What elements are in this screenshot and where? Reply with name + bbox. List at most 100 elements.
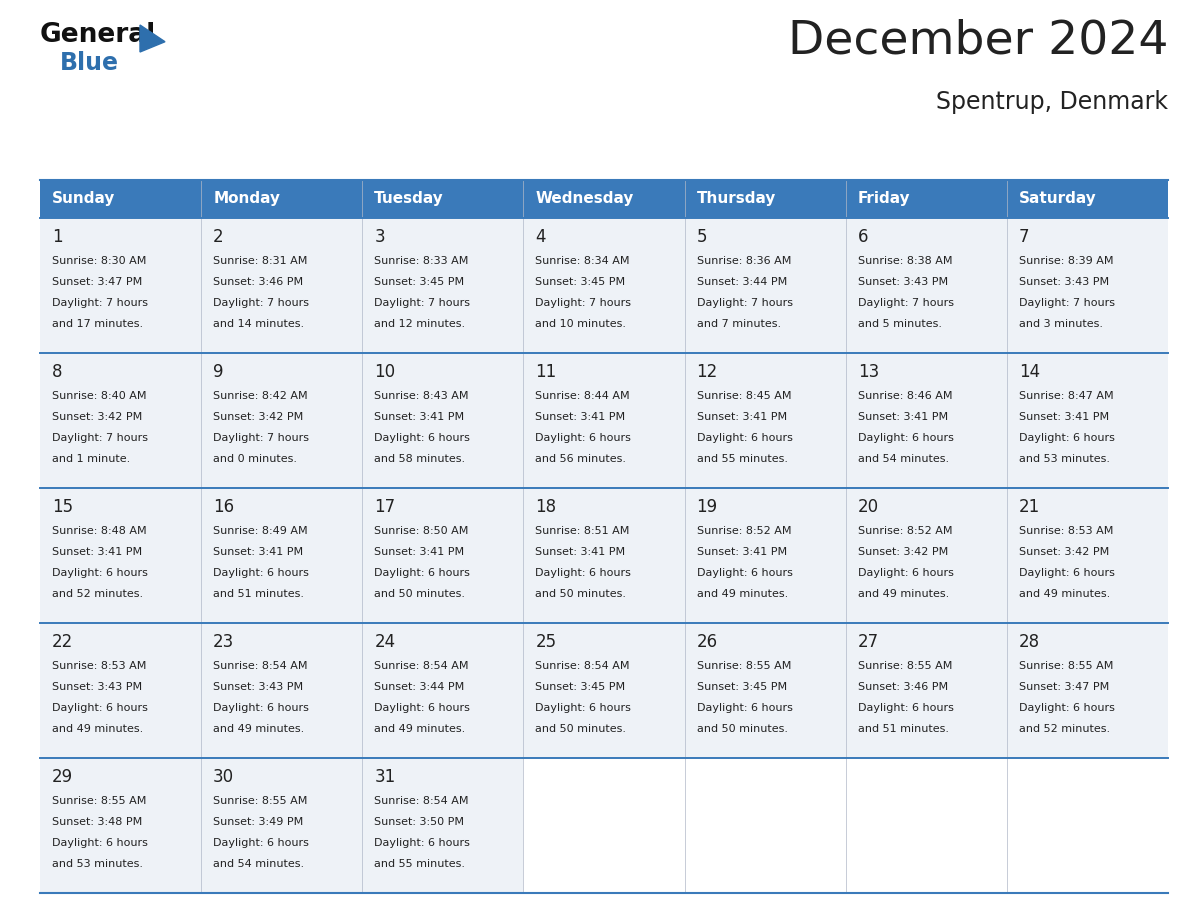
Text: 29: 29 [52,768,74,786]
Text: Sunrise: 8:49 AM: Sunrise: 8:49 AM [213,526,308,536]
Text: Daylight: 6 hours: Daylight: 6 hours [374,568,470,578]
Text: Sunrise: 8:30 AM: Sunrise: 8:30 AM [52,256,146,266]
Text: Sunset: 3:46 PM: Sunset: 3:46 PM [213,277,303,287]
Text: Sunset: 3:41 PM: Sunset: 3:41 PM [374,412,465,422]
Text: and 53 minutes.: and 53 minutes. [52,859,143,869]
Text: Sunset: 3:43 PM: Sunset: 3:43 PM [1019,277,1108,287]
Text: 31: 31 [374,768,396,786]
Text: Sunrise: 8:54 AM: Sunrise: 8:54 AM [536,661,630,671]
Bar [362,623,524,758]
Text: and 54 minutes.: and 54 minutes. [858,454,949,464]
Text: and 50 minutes.: and 50 minutes. [696,724,788,734]
Text: 20: 20 [858,498,879,516]
Text: 15: 15 [52,498,74,516]
Text: Daylight: 6 hours: Daylight: 6 hours [536,703,631,713]
Text: Sunrise: 8:48 AM: Sunrise: 8:48 AM [52,526,146,536]
Text: Daylight: 6 hours: Daylight: 6 hours [1019,703,1114,713]
Text: Sunset: 3:44 PM: Sunset: 3:44 PM [374,682,465,692]
Text: Sunset: 3:47 PM: Sunset: 3:47 PM [1019,682,1110,692]
Text: and 49 minutes.: and 49 minutes. [374,724,466,734]
Text: Sunset: 3:41 PM: Sunset: 3:41 PM [696,547,786,557]
Text: Sunrise: 8:34 AM: Sunrise: 8:34 AM [536,256,630,266]
Text: Sunrise: 8:54 AM: Sunrise: 8:54 AM [213,661,308,671]
Text: Sunrise: 8:46 AM: Sunrise: 8:46 AM [858,391,953,401]
Text: Sunrise: 8:54 AM: Sunrise: 8:54 AM [374,661,469,671]
Text: Sunrise: 8:55 AM: Sunrise: 8:55 AM [52,796,146,806]
Text: 5: 5 [696,228,707,246]
Text: 1: 1 [52,228,63,246]
Text: General: General [40,22,157,48]
Text: Sunrise: 8:55 AM: Sunrise: 8:55 AM [213,796,308,806]
Text: Daylight: 6 hours: Daylight: 6 hours [374,838,470,848]
Text: and 10 minutes.: and 10 minutes. [536,319,626,329]
Text: Friday: Friday [858,192,910,207]
Text: and 51 minutes.: and 51 minutes. [858,724,949,734]
Text: Monday: Monday [213,192,280,207]
Text: Daylight: 6 hours: Daylight: 6 hours [52,568,147,578]
Text: Sunday: Sunday [52,192,115,207]
Text: Sunrise: 8:54 AM: Sunrise: 8:54 AM [374,796,469,806]
Text: Sunset: 3:41 PM: Sunset: 3:41 PM [536,412,626,422]
Text: and 17 minutes.: and 17 minutes. [52,319,143,329]
Bar [1007,623,1168,758]
Text: Daylight: 7 hours: Daylight: 7 hours [1019,298,1114,308]
Text: Daylight: 6 hours: Daylight: 6 hours [374,703,470,713]
Text: 7: 7 [1019,228,1029,246]
Text: 8: 8 [52,363,63,381]
Text: and 49 minutes.: and 49 minutes. [52,724,144,734]
Text: Sunrise: 8:53 AM: Sunrise: 8:53 AM [1019,526,1113,536]
Text: and 55 minutes.: and 55 minutes. [696,454,788,464]
Bar [40,623,201,758]
Text: Sunset: 3:45 PM: Sunset: 3:45 PM [536,277,626,287]
Text: 9: 9 [213,363,223,381]
Bar [1007,758,1168,893]
Text: Sunset: 3:43 PM: Sunset: 3:43 PM [213,682,303,692]
Text: Sunrise: 8:50 AM: Sunrise: 8:50 AM [374,526,468,536]
Text: Saturday: Saturday [1019,192,1097,207]
Text: Sunset: 3:45 PM: Sunset: 3:45 PM [374,277,465,287]
Text: Sunrise: 8:55 AM: Sunrise: 8:55 AM [696,661,791,671]
Text: Sunrise: 8:36 AM: Sunrise: 8:36 AM [696,256,791,266]
Text: and 49 minutes.: and 49 minutes. [858,589,949,599]
Text: and 3 minutes.: and 3 minutes. [1019,319,1102,329]
Text: 23: 23 [213,633,234,651]
Bar [40,488,201,623]
Text: 13: 13 [858,363,879,381]
Text: and 50 minutes.: and 50 minutes. [374,589,466,599]
Text: and 49 minutes.: and 49 minutes. [213,724,304,734]
Bar [846,623,1007,758]
Text: Sunrise: 8:40 AM: Sunrise: 8:40 AM [52,391,146,401]
Text: Sunrise: 8:52 AM: Sunrise: 8:52 AM [858,526,953,536]
Text: and 1 minute.: and 1 minute. [52,454,131,464]
Text: Sunset: 3:41 PM: Sunset: 3:41 PM [536,547,626,557]
Text: Daylight: 6 hours: Daylight: 6 hours [52,703,147,713]
Text: 10: 10 [374,363,396,381]
Text: and 49 minutes.: and 49 minutes. [696,589,788,599]
Bar [201,488,362,623]
Text: Sunset: 3:46 PM: Sunset: 3:46 PM [858,682,948,692]
Text: 24: 24 [374,633,396,651]
Text: 28: 28 [1019,633,1040,651]
Text: Daylight: 6 hours: Daylight: 6 hours [536,568,631,578]
Text: 14: 14 [1019,363,1040,381]
Text: Sunrise: 8:52 AM: Sunrise: 8:52 AM [696,526,791,536]
Text: Sunrise: 8:44 AM: Sunrise: 8:44 AM [536,391,630,401]
Text: Sunrise: 8:38 AM: Sunrise: 8:38 AM [858,256,953,266]
Bar [1007,353,1168,488]
Text: and 0 minutes.: and 0 minutes. [213,454,297,464]
Text: Sunrise: 8:39 AM: Sunrise: 8:39 AM [1019,256,1113,266]
Text: and 55 minutes.: and 55 minutes. [374,859,466,869]
Text: and 5 minutes.: and 5 minutes. [858,319,942,329]
Text: 16: 16 [213,498,234,516]
Bar [362,758,524,893]
Text: Daylight: 7 hours: Daylight: 7 hours [213,298,309,308]
Bar [846,758,1007,893]
Text: Sunrise: 8:55 AM: Sunrise: 8:55 AM [1019,661,1113,671]
Bar [201,758,362,893]
Text: Wednesday: Wednesday [536,192,634,207]
Text: and 58 minutes.: and 58 minutes. [374,454,466,464]
Bar [524,218,684,353]
Text: 17: 17 [374,498,396,516]
Text: 6: 6 [858,228,868,246]
Text: Sunset: 3:41 PM: Sunset: 3:41 PM [52,547,143,557]
